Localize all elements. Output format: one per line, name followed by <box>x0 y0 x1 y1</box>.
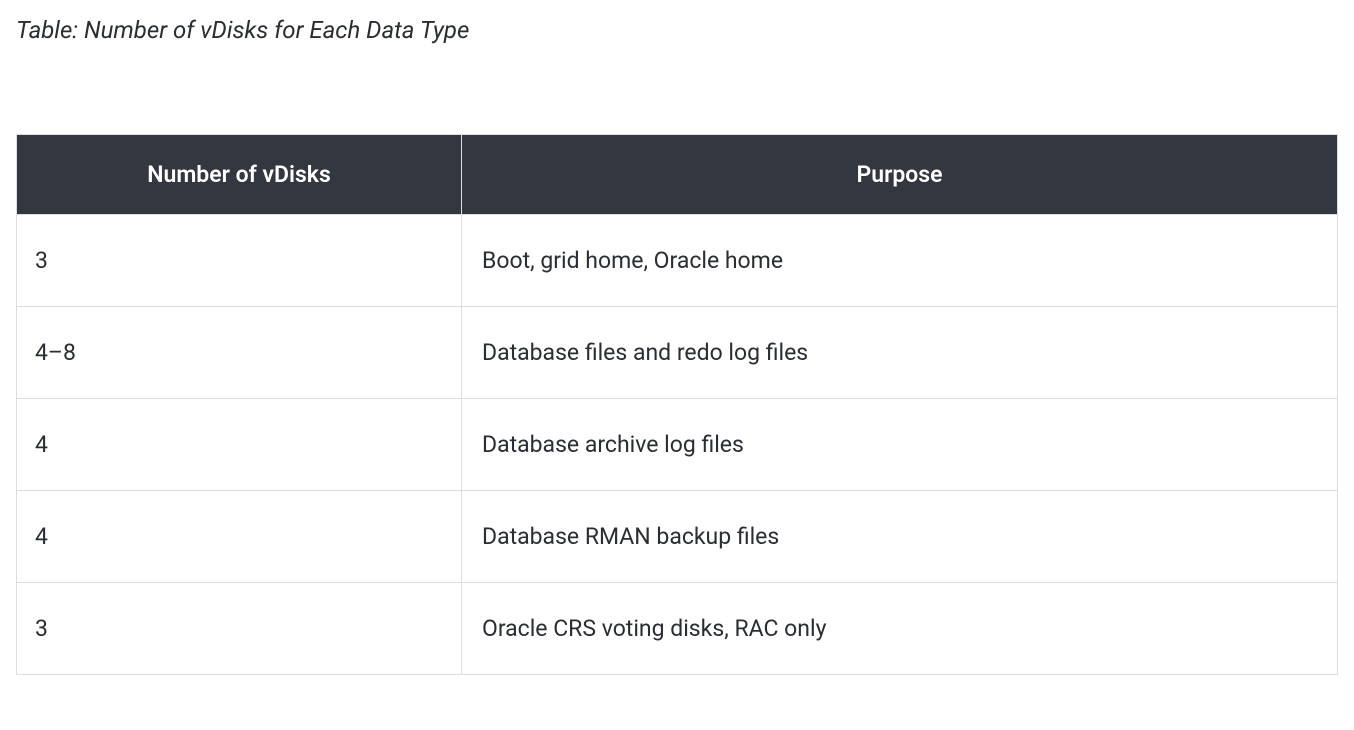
cell-vdisks: 3 <box>17 583 462 675</box>
column-header-purpose: Purpose <box>462 135 1338 215</box>
table-row: 4 Database RMAN backup files <box>17 491 1338 583</box>
cell-purpose: Database archive log files <box>462 399 1338 491</box>
table-row: 4–8 Database files and redo log files <box>17 307 1338 399</box>
table-caption: Table: Number of vDisks for Each Data Ty… <box>16 16 1338 44</box>
column-header-vdisks: Number of vDisks <box>17 135 462 215</box>
table-row: 3 Oracle CRS voting disks, RAC only <box>17 583 1338 675</box>
cell-purpose: Database files and redo log files <box>462 307 1338 399</box>
cell-vdisks: 3 <box>17 215 462 307</box>
table-header-row: Number of vDisks Purpose <box>17 135 1338 215</box>
cell-purpose: Database RMAN backup files <box>462 491 1338 583</box>
cell-purpose: Boot, grid home, Oracle home <box>462 215 1338 307</box>
table-row: 4 Database archive log files <box>17 399 1338 491</box>
vdisks-table: Number of vDisks Purpose 3 Boot, grid ho… <box>16 134 1338 675</box>
cell-vdisks: 4 <box>17 491 462 583</box>
cell-vdisks: 4–8 <box>17 307 462 399</box>
cell-vdisks: 4 <box>17 399 462 491</box>
cell-purpose: Oracle CRS voting disks, RAC only <box>462 583 1338 675</box>
table-row: 3 Boot, grid home, Oracle home <box>17 215 1338 307</box>
